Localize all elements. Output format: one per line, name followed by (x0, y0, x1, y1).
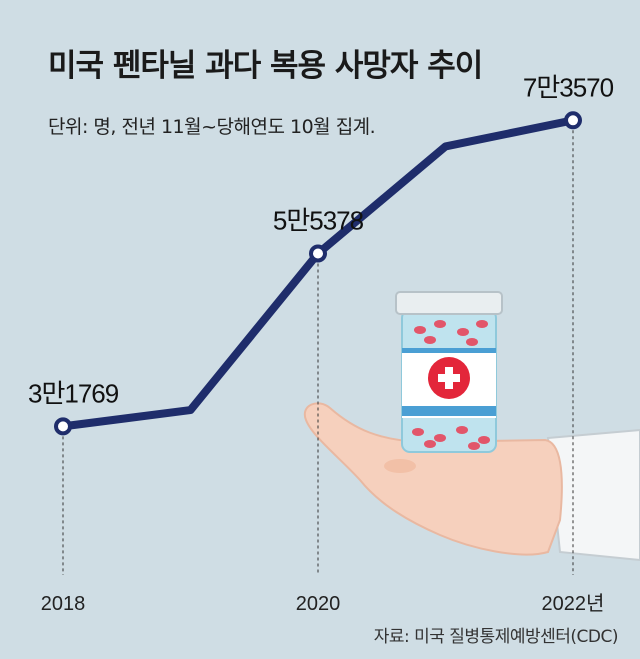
data-point-2018 (54, 417, 72, 436)
source-note: 자료: 미국 질병통제예방센터(CDC) (373, 627, 619, 647)
hand-holding-pill-bottle-icon (303, 291, 640, 562)
data-label-2020: 5만5378 (273, 206, 364, 236)
data-label-2018: 3만1769 (28, 378, 119, 408)
x-tick-label: 2022년 (542, 592, 605, 615)
x-tick-label: 2020 (296, 593, 341, 615)
data-point-2022 (564, 111, 582, 130)
x-tick-label: 2018 (41, 593, 86, 615)
data-label-2022: 7만3570 (523, 72, 614, 102)
data-point-2020 (309, 244, 327, 263)
chart-subtitle: 단위: 명, 전년 11월~당해연도 10월 집계. (48, 116, 376, 138)
chart-title: 미국 펜타닐 과다 복용 사망자 추이 (48, 48, 483, 84)
